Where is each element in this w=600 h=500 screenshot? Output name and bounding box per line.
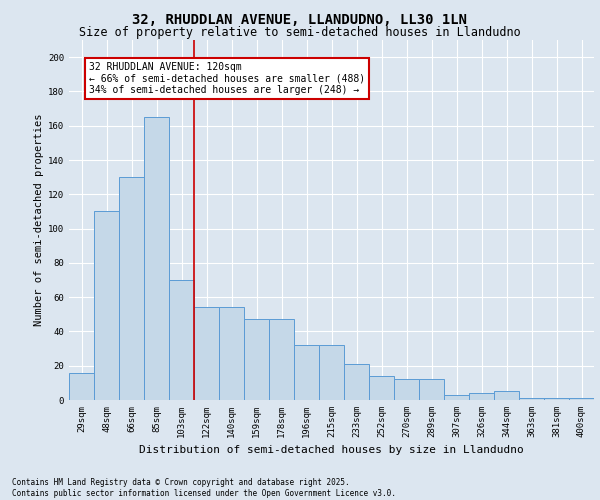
Text: Contains HM Land Registry data © Crown copyright and database right 2025.
Contai: Contains HM Land Registry data © Crown c… bbox=[12, 478, 396, 498]
Bar bbox=[369, 376, 394, 400]
Bar bbox=[219, 308, 244, 400]
Bar bbox=[494, 392, 519, 400]
Bar bbox=[94, 212, 119, 400]
Text: 32, RHUDDLAN AVENUE, LLANDUDNO, LL30 1LN: 32, RHUDDLAN AVENUE, LLANDUDNO, LL30 1LN bbox=[133, 12, 467, 26]
Text: Size of property relative to semi-detached houses in Llandudno: Size of property relative to semi-detach… bbox=[79, 26, 521, 39]
Bar bbox=[344, 364, 369, 400]
Bar bbox=[519, 398, 544, 400]
Bar bbox=[144, 117, 169, 400]
Bar bbox=[544, 398, 569, 400]
Bar bbox=[444, 395, 469, 400]
Bar bbox=[69, 372, 94, 400]
Bar bbox=[294, 345, 319, 400]
Bar bbox=[469, 393, 494, 400]
Y-axis label: Number of semi-detached properties: Number of semi-detached properties bbox=[34, 114, 44, 326]
Bar bbox=[569, 398, 594, 400]
Bar bbox=[244, 320, 269, 400]
Bar bbox=[269, 320, 294, 400]
Bar bbox=[419, 380, 444, 400]
Bar bbox=[194, 308, 219, 400]
Bar bbox=[394, 380, 419, 400]
Bar bbox=[119, 177, 144, 400]
Bar bbox=[319, 345, 344, 400]
X-axis label: Distribution of semi-detached houses by size in Llandudno: Distribution of semi-detached houses by … bbox=[139, 446, 524, 456]
Bar bbox=[169, 280, 194, 400]
Text: 32 RHUDDLAN AVENUE: 120sqm
← 66% of semi-detached houses are smaller (488)
34% o: 32 RHUDDLAN AVENUE: 120sqm ← 66% of semi… bbox=[89, 62, 365, 96]
